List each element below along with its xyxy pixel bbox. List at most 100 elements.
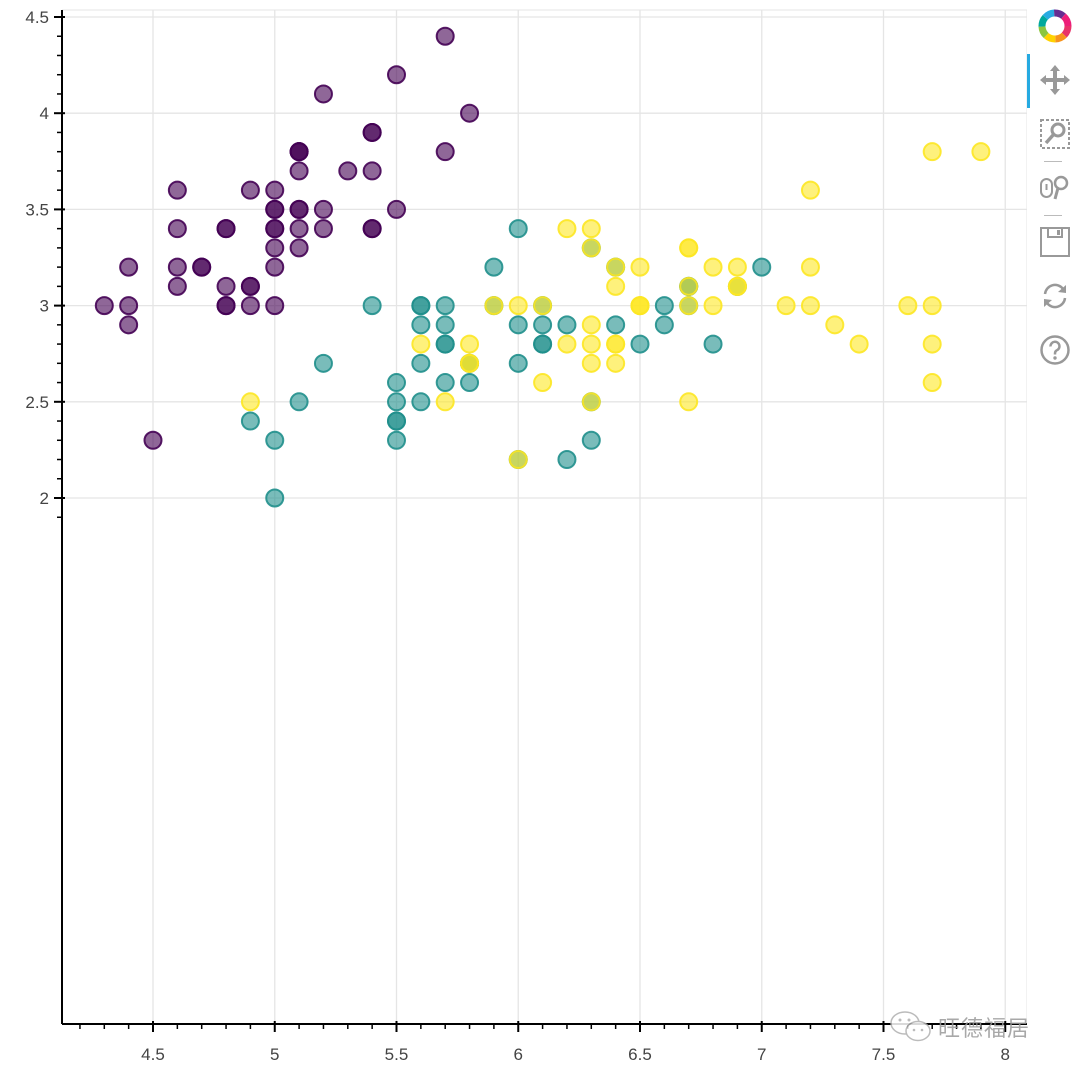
scatter-plot[interactable]: 4.5 5 5.5 6 6.5 7 7.5 8 2 2.5 3 3.5 4 4.5 xyxy=(0,0,1027,1076)
data-point xyxy=(508,219,528,239)
data-point xyxy=(800,296,820,316)
data-point xyxy=(630,257,650,277)
data-point xyxy=(606,276,626,296)
data-point xyxy=(387,411,406,431)
box-zoom-icon[interactable] xyxy=(1035,114,1075,154)
data-point xyxy=(362,296,382,316)
data-point xyxy=(265,180,285,200)
data-point xyxy=(581,392,601,412)
data-point xyxy=(216,219,236,239)
watermark-text: 旺德福居 xyxy=(938,1017,1031,1042)
y-tick-label: 2.5 xyxy=(25,393,49,412)
x-tick-label: 7 xyxy=(757,1045,766,1064)
data-point xyxy=(533,334,553,354)
data-point xyxy=(606,257,626,277)
data-point xyxy=(387,65,406,85)
x-tick-label: 7.5 xyxy=(872,1045,896,1064)
data-point xyxy=(679,392,699,412)
data-point xyxy=(703,334,723,354)
data-point xyxy=(94,296,114,316)
data-point xyxy=(387,392,406,412)
data-point xyxy=(557,334,577,354)
data-point xyxy=(679,238,699,258)
data-point xyxy=(460,373,480,393)
data-point xyxy=(265,199,285,219)
data-point xyxy=(313,84,333,104)
bokeh-logo-icon[interactable] xyxy=(1035,6,1075,46)
reset-icon[interactable] xyxy=(1035,276,1075,316)
data-point xyxy=(630,296,650,316)
data-point xyxy=(460,103,480,123)
data-point xyxy=(411,392,431,412)
data-point xyxy=(411,353,431,373)
data-point xyxy=(460,334,480,354)
data-point xyxy=(800,180,820,200)
data-point xyxy=(240,392,260,412)
wheel-zoom-icon[interactable] xyxy=(1035,168,1075,208)
data-point xyxy=(533,296,553,316)
y-tick-label: 4.5 xyxy=(25,8,49,27)
data-point xyxy=(289,199,309,219)
data-point xyxy=(581,315,601,335)
data-point xyxy=(289,392,309,412)
data-point xyxy=(776,296,796,316)
data-point xyxy=(387,373,406,393)
y-tick-label: 4 xyxy=(40,104,49,123)
x-tick-label: 8 xyxy=(1001,1045,1010,1064)
data-point xyxy=(387,199,406,219)
plot-toolbar xyxy=(1027,0,1080,380)
data-point xyxy=(167,257,187,277)
data-point xyxy=(192,257,212,277)
data-point xyxy=(581,430,601,450)
series-virginica xyxy=(240,142,991,470)
pan-icon[interactable] xyxy=(1035,60,1075,100)
data-point xyxy=(703,257,723,277)
x-tick-label: 5 xyxy=(270,1045,279,1064)
help-icon[interactable] xyxy=(1035,330,1075,370)
data-point xyxy=(679,296,699,316)
data-point xyxy=(289,161,309,181)
data-point xyxy=(265,238,285,258)
data-point xyxy=(265,488,285,508)
data-point xyxy=(703,296,723,316)
data-point xyxy=(800,257,820,277)
data-point xyxy=(435,26,455,46)
data-point xyxy=(265,296,285,316)
grid-lines xyxy=(62,9,1027,1024)
toolbar-separator xyxy=(1044,161,1062,162)
data-point xyxy=(240,180,260,200)
data-point xyxy=(435,296,455,316)
data-point xyxy=(387,430,406,450)
data-point xyxy=(654,296,674,316)
data-point xyxy=(727,276,747,296)
data-point xyxy=(971,142,991,162)
data-point xyxy=(508,450,528,470)
data-point xyxy=(508,315,528,335)
data-point xyxy=(679,276,699,296)
data-point xyxy=(435,373,455,393)
data-point xyxy=(265,219,285,239)
data-point xyxy=(167,219,187,239)
data-point xyxy=(362,122,382,142)
data-point xyxy=(435,315,455,335)
x-tick-label: 5.5 xyxy=(385,1045,409,1064)
data-point xyxy=(313,199,333,219)
data-point xyxy=(265,430,285,450)
data-point xyxy=(849,334,869,354)
series-setosa xyxy=(94,26,480,450)
toolbar-separator xyxy=(1044,215,1062,216)
data-point xyxy=(119,315,139,335)
data-point xyxy=(289,219,309,239)
data-point xyxy=(654,315,674,335)
data-point xyxy=(533,373,553,393)
save-icon[interactable] xyxy=(1035,222,1075,262)
data-point xyxy=(508,353,528,373)
data-point xyxy=(484,296,504,316)
data-point xyxy=(581,219,601,239)
data-point xyxy=(240,411,260,431)
data-point xyxy=(557,315,577,335)
data-point xyxy=(484,257,504,277)
x-axis-ticks: 4.5 5 5.5 6 6.5 7 7.5 8 xyxy=(79,1021,1010,1064)
data-point xyxy=(338,161,358,181)
data-point xyxy=(825,315,845,335)
